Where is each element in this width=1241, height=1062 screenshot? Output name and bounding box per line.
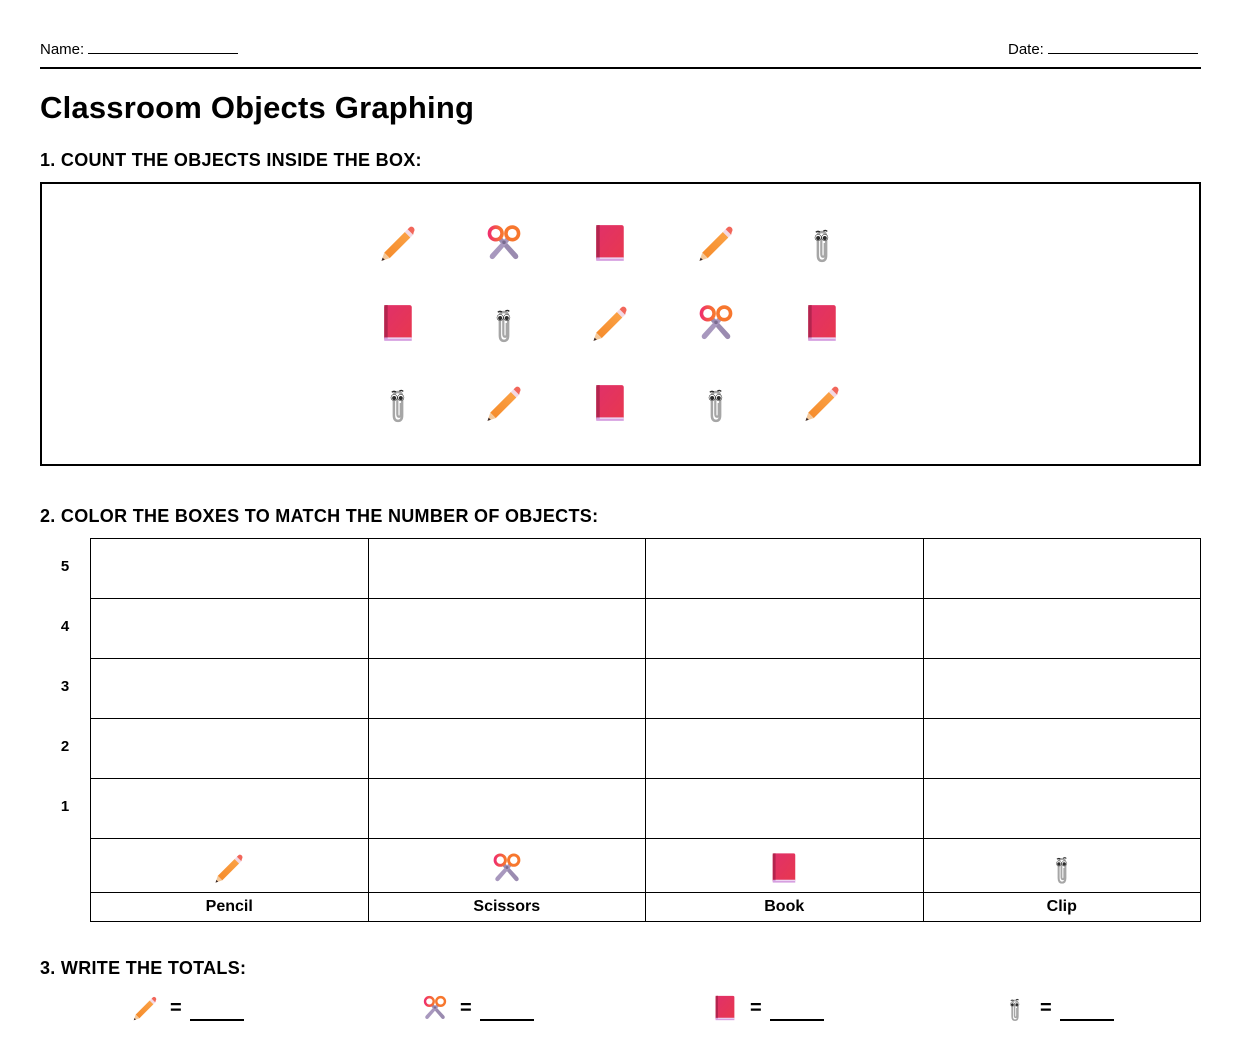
name-field[interactable]: Name: xyxy=(40,39,239,58)
header-divider xyxy=(40,67,1201,69)
scissors-icon xyxy=(694,301,738,345)
row-label-1: 1 xyxy=(60,798,70,815)
pencil-icon xyxy=(130,993,160,1023)
column-label-pencil: Pencil xyxy=(90,892,369,922)
graph-cell-book-3[interactable] xyxy=(645,658,924,719)
graph-row-4 xyxy=(90,598,1201,659)
graph-row-5 xyxy=(90,538,1201,599)
graph-cell-book-5[interactable] xyxy=(645,538,924,599)
scissors-icon xyxy=(489,850,525,886)
equals-sign: = xyxy=(460,996,472,1019)
book-icon xyxy=(710,993,740,1023)
date-blank[interactable] xyxy=(1048,39,1199,54)
graph-icon-cell-pencil xyxy=(90,838,369,893)
graph-label-row: Pencil Scissors Book Clip xyxy=(90,892,1201,922)
graph-cell-clip-2[interactable] xyxy=(922,718,1201,779)
book-icon xyxy=(766,850,802,886)
book-icon xyxy=(588,221,632,265)
column-label-book: Book xyxy=(645,892,924,922)
total-clip: = xyxy=(1000,990,1114,1026)
bar-graph-grid: Pencil Scissors Book Clip xyxy=(90,538,1201,922)
graph-icon-cell-scissors xyxy=(367,838,646,893)
total-clip-input[interactable] xyxy=(1059,1018,1114,1021)
graph-cell-pencil-2[interactable] xyxy=(90,718,369,779)
section-3-heading: 3. WRITE THE TOTALS: xyxy=(40,958,247,978)
pencil-icon xyxy=(376,221,420,265)
paperclip-icon xyxy=(694,381,738,425)
graph-cell-scissors-2[interactable] xyxy=(367,718,646,779)
name-label: Name: xyxy=(40,41,85,58)
pencil-icon xyxy=(211,850,247,886)
book-icon xyxy=(800,301,844,345)
paperclip-icon xyxy=(482,301,526,345)
equals-sign: = xyxy=(750,996,762,1019)
scissors-icon xyxy=(420,993,450,1023)
graph-cell-book-4[interactable] xyxy=(645,598,924,659)
book-icon xyxy=(376,301,420,345)
date-label: Date: xyxy=(1008,41,1044,58)
graph-cell-pencil-1[interactable] xyxy=(90,778,369,839)
graph-cell-scissors-1[interactable] xyxy=(367,778,646,839)
pencil-icon xyxy=(588,301,632,345)
graph-row-1 xyxy=(90,778,1201,839)
graph-cell-clip-4[interactable] xyxy=(922,598,1201,659)
equals-sign: = xyxy=(170,996,182,1019)
total-scissors: = xyxy=(420,990,534,1026)
paperclip-icon xyxy=(1000,993,1030,1023)
column-label-scissors: Scissors xyxy=(367,892,646,922)
graph-cell-clip-3[interactable] xyxy=(922,658,1201,719)
total-book-input[interactable] xyxy=(769,1018,824,1021)
name-blank[interactable] xyxy=(88,39,239,54)
graph-cell-book-2[interactable] xyxy=(645,718,924,779)
graph-cell-scissors-5[interactable] xyxy=(367,538,646,599)
book-icon xyxy=(588,381,632,425)
page-title: Classroom Objects Graphing xyxy=(40,90,475,125)
graph-cell-pencil-3[interactable] xyxy=(90,658,369,719)
graph-icon-cell-clip xyxy=(922,838,1201,893)
section-2-heading: 2. COLOR THE BOXES TO MATCH THE NUMBER O… xyxy=(40,506,599,526)
equals-sign: = xyxy=(1040,996,1052,1019)
graph-icon-cell-book xyxy=(645,838,924,893)
graph-cell-pencil-5[interactable] xyxy=(90,538,369,599)
total-book: = xyxy=(710,990,824,1026)
graph-cell-pencil-4[interactable] xyxy=(90,598,369,659)
total-pencil: = xyxy=(130,990,244,1026)
scissors-icon xyxy=(482,221,526,265)
row-label-5: 5 xyxy=(60,558,70,575)
graph-row-3 xyxy=(90,658,1201,719)
pencil-icon xyxy=(482,381,526,425)
pencil-icon xyxy=(800,381,844,425)
paperclip-icon xyxy=(800,221,844,265)
row-label-2: 2 xyxy=(60,738,70,755)
graph-cell-scissors-4[interactable] xyxy=(367,598,646,659)
section-1-heading: 1. COUNT THE OBJECTS INSIDE THE BOX: xyxy=(40,150,422,170)
row-label-4: 4 xyxy=(60,618,70,635)
total-scissors-input[interactable] xyxy=(479,1018,534,1021)
graph-cell-scissors-3[interactable] xyxy=(367,658,646,719)
pencil-icon xyxy=(694,221,738,265)
graph-cell-book-1[interactable] xyxy=(645,778,924,839)
graph-cell-clip-5[interactable] xyxy=(922,538,1201,599)
row-label-3: 3 xyxy=(60,678,70,695)
objects-box xyxy=(40,182,1201,466)
total-pencil-input[interactable] xyxy=(189,1018,244,1021)
graph-row-2 xyxy=(90,718,1201,779)
column-label-clip: Clip xyxy=(922,892,1201,922)
graph-cell-clip-1[interactable] xyxy=(922,778,1201,839)
paperclip-icon xyxy=(1044,850,1080,886)
graph-icon-row xyxy=(90,838,1201,893)
paperclip-icon xyxy=(376,381,420,425)
date-field[interactable]: Date: xyxy=(1008,39,1199,58)
